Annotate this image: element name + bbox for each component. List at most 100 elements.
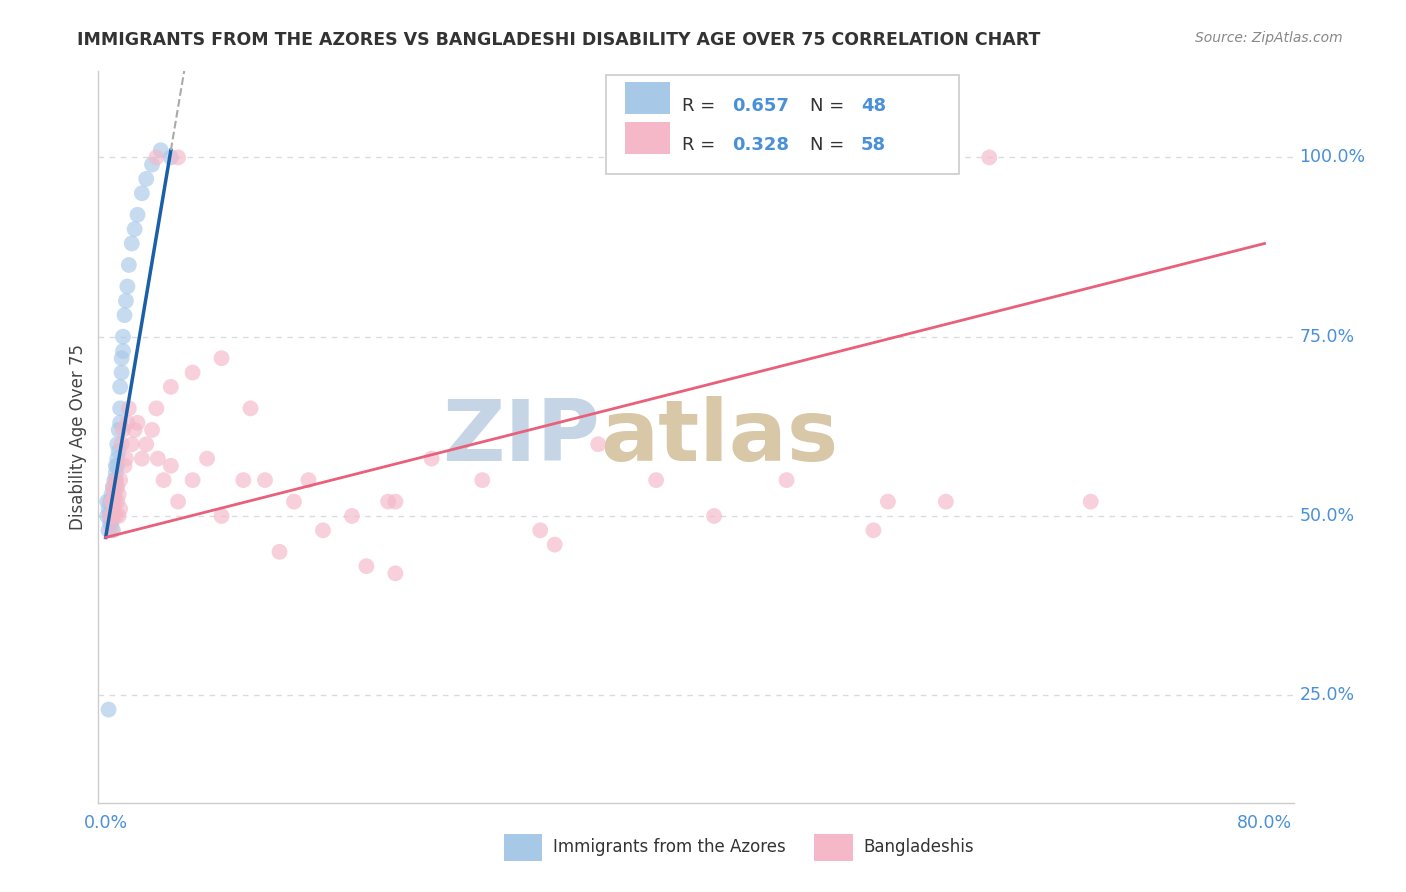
Point <box>127 208 149 222</box>
Point <box>104 480 127 494</box>
Text: 100.0%: 100.0% <box>1299 148 1365 167</box>
Point <box>160 380 183 394</box>
Point <box>979 150 1001 164</box>
Text: 0.0%: 0.0% <box>83 814 128 831</box>
Point <box>149 143 172 157</box>
FancyBboxPatch shape <box>503 834 541 861</box>
Point <box>145 150 167 164</box>
Point <box>135 172 157 186</box>
Point <box>152 473 174 487</box>
Point <box>104 466 127 480</box>
Text: 58: 58 <box>860 136 886 153</box>
Text: 80.0%: 80.0% <box>1237 814 1292 831</box>
Point <box>105 458 128 473</box>
Text: R =: R = <box>682 136 721 153</box>
Point <box>96 508 118 523</box>
FancyBboxPatch shape <box>814 834 852 861</box>
Point <box>117 416 139 430</box>
Point <box>114 308 136 322</box>
Point <box>108 380 131 394</box>
Point <box>544 538 567 552</box>
Point <box>104 473 127 487</box>
Point <box>239 401 262 416</box>
Point <box>121 236 143 251</box>
Text: Immigrants from the Azores: Immigrants from the Azores <box>553 838 786 855</box>
Point <box>297 473 319 487</box>
Y-axis label: Disability Age Over 75: Disability Age Over 75 <box>69 344 87 530</box>
Point <box>115 293 138 308</box>
Point <box>160 150 183 164</box>
Point <box>529 524 551 538</box>
Text: Source: ZipAtlas.com: Source: ZipAtlas.com <box>1195 31 1343 45</box>
Point <box>935 494 957 508</box>
Point <box>112 423 135 437</box>
Point <box>97 702 120 716</box>
Point <box>312 524 335 538</box>
Point <box>384 494 406 508</box>
Point <box>586 437 609 451</box>
Text: R =: R = <box>682 97 721 115</box>
Point <box>703 508 725 523</box>
Point <box>105 437 128 451</box>
Point <box>100 508 122 523</box>
Point <box>103 494 125 508</box>
Point <box>104 473 127 487</box>
Point <box>105 494 128 508</box>
Point <box>98 516 121 530</box>
Point <box>141 158 163 172</box>
Point <box>181 473 204 487</box>
Point <box>117 279 139 293</box>
Point <box>108 416 131 430</box>
Point <box>211 351 233 366</box>
Point <box>135 437 157 451</box>
Text: N =: N = <box>810 97 849 115</box>
Point <box>877 494 900 508</box>
Point <box>118 258 141 272</box>
Text: 48: 48 <box>860 97 886 115</box>
Point <box>269 545 291 559</box>
Point <box>110 437 132 451</box>
Point <box>1080 494 1102 508</box>
Text: 75.0%: 75.0% <box>1299 327 1354 346</box>
Point <box>110 351 132 366</box>
Point <box>108 473 131 487</box>
Point <box>107 487 129 501</box>
Point <box>103 473 125 487</box>
Point <box>420 451 443 466</box>
Point <box>100 494 122 508</box>
Point <box>124 423 146 437</box>
Point <box>108 501 131 516</box>
Point <box>145 401 167 416</box>
Text: 25.0%: 25.0% <box>1299 686 1354 705</box>
Text: 0.657: 0.657 <box>733 97 789 115</box>
Point <box>107 508 129 523</box>
Point <box>100 487 122 501</box>
Point <box>127 416 149 430</box>
Point <box>124 222 146 236</box>
Point <box>101 480 124 494</box>
Point <box>96 494 118 508</box>
Point <box>195 451 218 466</box>
Point <box>101 508 124 523</box>
Text: 50.0%: 50.0% <box>1299 507 1354 525</box>
Point <box>101 480 124 494</box>
Point <box>101 524 124 538</box>
Point <box>356 559 378 574</box>
Text: atlas: atlas <box>600 395 838 479</box>
Point <box>775 473 797 487</box>
Point <box>645 473 668 487</box>
FancyBboxPatch shape <box>606 75 959 174</box>
Point <box>131 186 153 201</box>
Point <box>98 494 121 508</box>
Point <box>103 487 125 501</box>
Point <box>181 366 204 380</box>
Point <box>377 494 399 508</box>
Point <box>101 494 124 508</box>
Point <box>101 508 124 523</box>
Text: ZIP: ZIP <box>443 395 600 479</box>
Point <box>141 423 163 437</box>
Point <box>112 329 135 343</box>
Point <box>98 508 121 523</box>
Point <box>100 524 122 538</box>
Point <box>101 501 124 516</box>
